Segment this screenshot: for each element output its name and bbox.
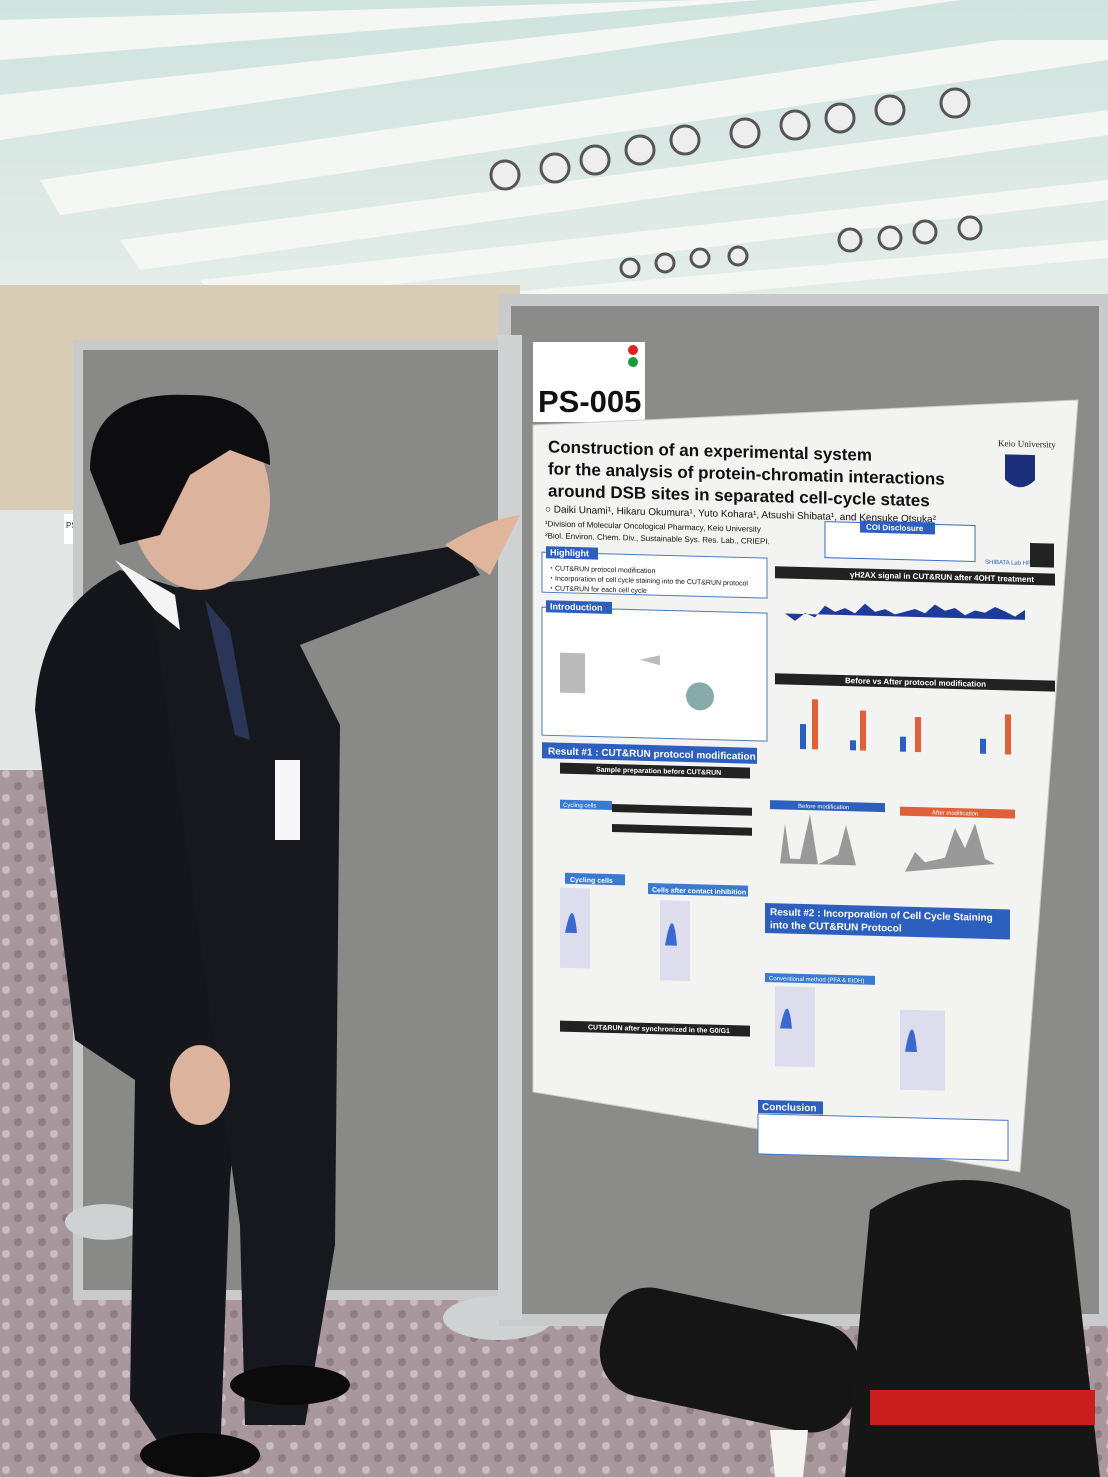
board-foot xyxy=(65,1204,145,1240)
label: Cells after contact inhibition xyxy=(652,887,746,896)
section-header xyxy=(765,903,1010,940)
section-title: into the CUT&RUN Protocol xyxy=(770,920,902,934)
section-title: Conclusion xyxy=(762,1102,816,1114)
section-header xyxy=(542,742,757,764)
highlight-item: ・CUT&RUN protocol modification xyxy=(548,565,655,575)
lab-link: SHIBATA Lab HP xyxy=(985,560,1031,567)
sub-title: Sample preparation before CUT&RUN xyxy=(596,767,721,777)
sub-title: CUT&RUN after synchronized in the G0/G1 xyxy=(588,1024,730,1035)
university: Keio University xyxy=(998,438,1056,450)
label-box xyxy=(765,973,875,985)
highlight-item: ・CUT&RUN for each cell cycle xyxy=(548,585,647,595)
label-box xyxy=(565,872,625,886)
section-title: Introduction xyxy=(550,601,602,612)
paper-cup xyxy=(770,1430,808,1477)
label-box xyxy=(648,882,748,897)
trace xyxy=(905,823,995,872)
flow-plots xyxy=(775,986,945,1091)
label: After modification xyxy=(932,810,978,817)
sign-dot xyxy=(628,345,638,355)
poster-tube xyxy=(599,1287,861,1433)
label: Cycling cells xyxy=(563,803,596,810)
conclusion-box xyxy=(757,1113,1009,1161)
sub-title: Before vs After protocol modification xyxy=(845,676,986,689)
backpack-stripe xyxy=(870,1390,1095,1425)
timeline xyxy=(612,804,752,836)
section-header xyxy=(546,546,598,560)
sub-header xyxy=(560,1020,750,1037)
backpack xyxy=(845,1180,1100,1477)
coi-header xyxy=(860,520,935,535)
section-title: Result #1 : CUT&RUN protocol modificatio… xyxy=(548,746,756,762)
spotlights xyxy=(489,87,983,279)
sign-text: PS-005 xyxy=(538,384,641,419)
crest xyxy=(1005,454,1035,488)
label-box xyxy=(900,806,1015,819)
label: Before modification xyxy=(798,804,849,811)
label-box xyxy=(560,799,612,811)
intro-figure xyxy=(560,652,714,711)
section-title: Highlight xyxy=(550,547,589,558)
bar-panels xyxy=(800,699,1011,755)
sub-header xyxy=(775,673,1055,692)
introduction-box xyxy=(541,606,768,742)
label: Cycling cells xyxy=(570,877,613,885)
coi-title: COI Disclosure xyxy=(866,523,924,534)
trace xyxy=(780,814,856,866)
sub-header xyxy=(560,762,750,779)
qr-code xyxy=(1030,542,1054,568)
ceiling-slats xyxy=(0,0,1108,330)
flow-plots xyxy=(560,887,690,982)
sign-dot xyxy=(628,357,638,367)
label: Conventional method (PFA & EtOH) xyxy=(769,976,864,984)
sign-plate xyxy=(533,342,645,422)
section-header xyxy=(758,1099,823,1115)
section-header xyxy=(546,600,612,615)
label-box xyxy=(770,800,885,813)
signal-track xyxy=(785,603,1025,621)
person xyxy=(35,394,520,1477)
board-post xyxy=(498,335,522,1320)
highlight-box xyxy=(541,551,768,599)
sub-header xyxy=(775,566,1055,586)
